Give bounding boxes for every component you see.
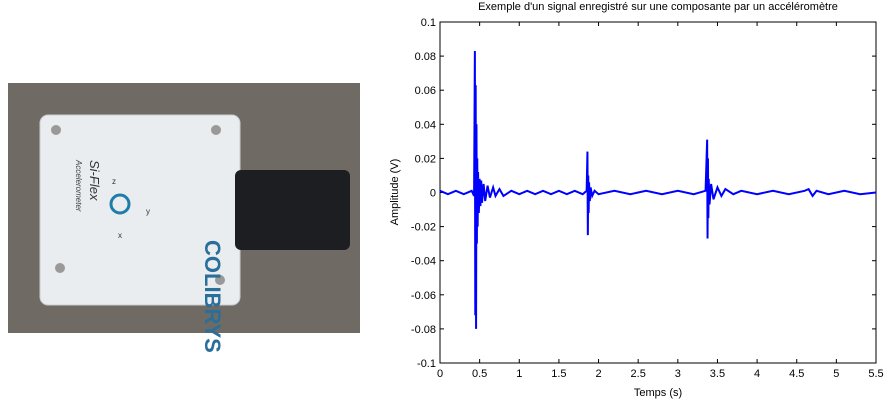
axis-z-label: z: [112, 177, 116, 186]
x-tick-label: 4: [754, 368, 760, 380]
axis-x-label: x: [118, 231, 122, 240]
model: Si-Flex: [87, 160, 102, 201]
x-tick-label: 1: [516, 368, 522, 380]
y-tick-label: 0.06: [415, 85, 436, 97]
y-tick-label: 0: [430, 188, 436, 200]
x-tick-label: 5: [833, 368, 839, 380]
y-tick-label: 0.02: [415, 153, 436, 165]
brand: COLIBRYS: [200, 240, 225, 353]
y-tick-label: 0.08: [415, 51, 436, 63]
x-tick-label: 0.5: [472, 368, 487, 380]
x-tick-label: 2.5: [631, 368, 646, 380]
x-tick-label: 3: [675, 368, 681, 380]
x-tick-label: 0: [437, 368, 443, 380]
y-tick-label: -0.04: [411, 256, 436, 268]
device-photo: COLIBRYS Si-Flex Accelerometer z y x: [8, 83, 360, 353]
subtitle: Accelerometer: [74, 159, 83, 212]
screw: [211, 125, 221, 135]
y-tick-label: -0.02: [411, 222, 436, 234]
y-tick-label: 0.1: [421, 17, 436, 29]
y-tick-label: -0.06: [411, 290, 436, 302]
y-axis-label: Amplitude (V): [389, 159, 401, 226]
x-tick-label: 3.5: [710, 368, 725, 380]
axis-icon: [109, 193, 131, 215]
x-tick-label: 5.5: [868, 368, 883, 380]
y-tick-label: -0.08: [411, 324, 436, 336]
screw: [215, 275, 225, 285]
screw: [51, 125, 61, 135]
x-tick-label: 1.5: [551, 368, 566, 380]
screw: [55, 263, 65, 273]
x-tick-label: 4.5: [789, 368, 804, 380]
y-tick-label: 0.04: [415, 119, 436, 131]
x-tick-label: 2: [595, 368, 601, 380]
y-tick-label: -0.1: [417, 358, 436, 370]
signal-line: [439, 50, 877, 329]
x-axis-label: Temps (s): [634, 387, 682, 399]
axis-y-label: y: [146, 207, 150, 216]
connector: [235, 170, 350, 250]
chart-title: Exemple d'un signal enregistré sur une c…: [478, 1, 838, 13]
